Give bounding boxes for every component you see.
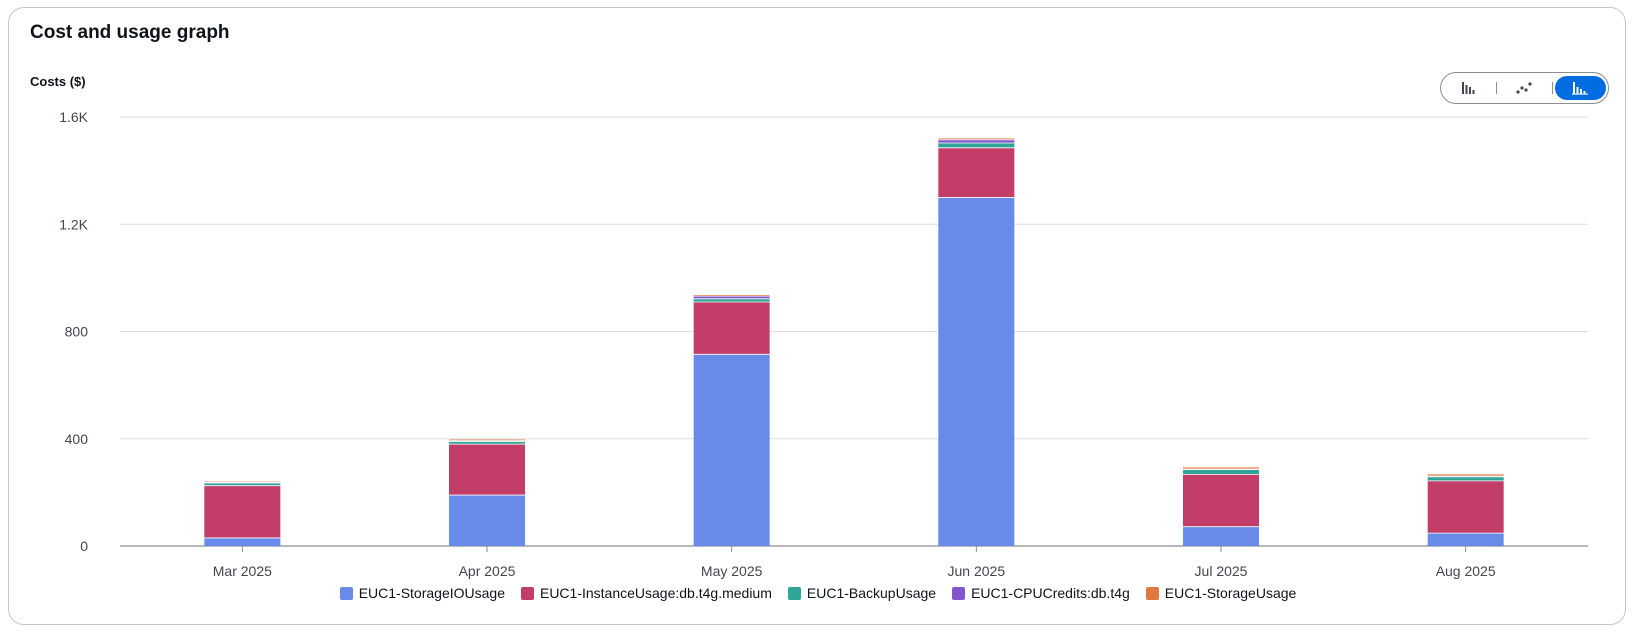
legend-label: EUC1-BackupUsage <box>806 585 937 601</box>
line-chart-button[interactable] <box>1499 76 1550 100</box>
y-tick-label: 400 <box>65 431 89 447</box>
bar-segment[interactable] <box>693 296 770 299</box>
bar-segment[interactable] <box>938 197 1015 546</box>
legend-item[interactable]: EUC1-InstanceUsage:db.t4g.medium <box>520 585 772 601</box>
bar-segment[interactable] <box>1183 469 1259 475</box>
legend-label: EUC1-StorageUsage <box>1164 585 1297 601</box>
chart-legend: EUC1-StorageIOUsage EUC1-InstanceUsage:db… <box>0 585 1636 601</box>
bar-segment[interactable] <box>449 440 525 442</box>
legend-swatch <box>787 586 801 600</box>
bar-segment[interactable] <box>693 354 770 546</box>
legend-label: EUC1-StorageIOUsage <box>358 585 505 601</box>
bar-segment[interactable] <box>938 147 1015 198</box>
legend-swatch <box>339 586 353 600</box>
bar-segment[interactable] <box>693 295 770 297</box>
legend-item[interactable]: EUC1-BackupUsage <box>787 585 937 601</box>
x-tick-label: Apr 2025 <box>459 563 516 579</box>
x-tick-label: May 2025 <box>701 563 763 579</box>
bar-segment[interactable] <box>693 298 770 303</box>
bar-segment[interactable] <box>204 482 281 486</box>
legend-label: EUC1-CPUCredits:db.t4g <box>971 585 1130 601</box>
toggle-separator <box>1552 82 1553 94</box>
bar-segment[interactable] <box>938 138 1015 140</box>
bar-segment[interactable] <box>204 485 281 538</box>
x-tick-label: Mar 2025 <box>213 563 272 579</box>
x-tick-label: Jun 2025 <box>948 563 1006 579</box>
legend-swatch <box>1145 586 1159 600</box>
y-tick-label: 800 <box>65 324 89 340</box>
card-title: Cost and usage graph <box>30 22 230 43</box>
x-tick-label: Jul 2025 <box>1195 563 1248 579</box>
y-axis-title: Costs ($) <box>30 74 86 89</box>
legend-item[interactable]: EUC1-StorageIOUsage <box>339 585 505 601</box>
bar-segment[interactable] <box>938 139 1015 144</box>
bar-segment[interactable] <box>449 495 525 546</box>
legend-swatch <box>952 586 966 600</box>
bar-chart-icon <box>1461 82 1475 94</box>
bar-segment[interactable] <box>204 481 281 483</box>
bar-segment[interactable] <box>693 302 770 355</box>
bar-segment[interactable] <box>1427 480 1504 534</box>
bar-segment[interactable] <box>449 441 525 445</box>
bar-segment[interactable] <box>1183 526 1259 546</box>
legend-item[interactable]: EUC1-CPUCredits:db.t4g <box>952 585 1130 601</box>
bar-segment[interactable] <box>449 444 525 496</box>
x-tick-label: Aug 2025 <box>1436 563 1496 579</box>
toggle-separator <box>1496 82 1497 94</box>
bar-segment[interactable] <box>1183 467 1259 470</box>
legend-item[interactable]: EUC1-StorageUsage <box>1145 585 1297 601</box>
legend-label: EUC1-InstanceUsage:db.t4g.medium <box>539 585 772 601</box>
y-tick-label: 1.6K <box>59 109 88 125</box>
bar-segment[interactable] <box>1427 476 1504 481</box>
bar-chart-button[interactable] <box>1443 76 1494 100</box>
stacked-bar-chart-icon <box>1572 82 1589 95</box>
legend-swatch <box>520 586 534 600</box>
stacked-bar-chart-button[interactable] <box>1554 76 1606 100</box>
bar-segment[interactable] <box>1427 474 1504 477</box>
line-chart-icon <box>1516 82 1533 94</box>
chart-type-toggle <box>1440 72 1609 104</box>
y-tick-label: 0 <box>80 538 88 554</box>
bar-segment[interactable] <box>938 143 1015 148</box>
bar-segment[interactable] <box>1427 476 1504 477</box>
bar-segment[interactable] <box>204 537 281 546</box>
bar-segment[interactable] <box>1183 474 1259 527</box>
y-tick-label: 1.2K <box>59 216 88 232</box>
bar-segment[interactable] <box>1427 533 1504 546</box>
bar-segment[interactable] <box>449 439 525 441</box>
